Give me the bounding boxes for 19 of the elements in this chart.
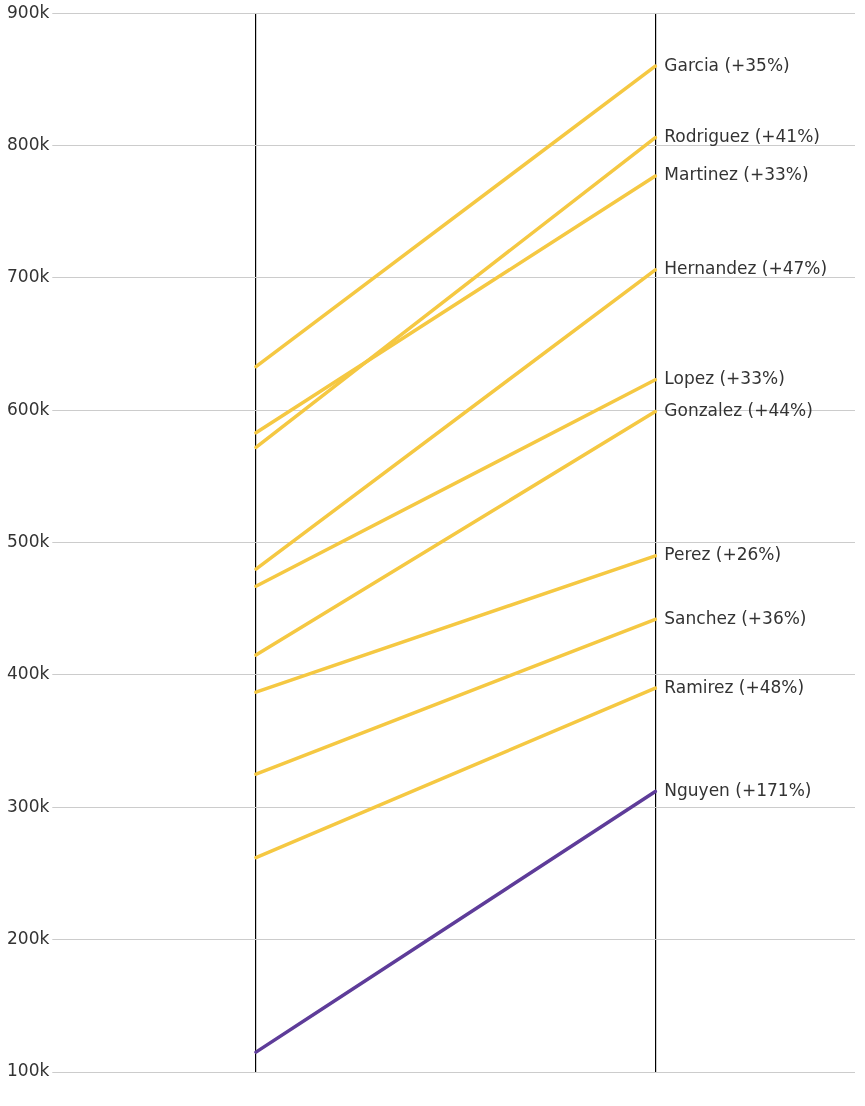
y-tick-label: 100k bbox=[7, 1060, 50, 1081]
series-label: Lopez (+33%) bbox=[664, 368, 785, 389]
y-tick-label: 700k bbox=[7, 266, 50, 287]
y-tick-label: 800k bbox=[7, 133, 50, 154]
y-tick-label: 600k bbox=[7, 398, 50, 419]
series-label: Hernandez (+47%) bbox=[664, 258, 828, 279]
y-tick-label: 900k bbox=[7, 1, 50, 22]
y-tick-label: 500k bbox=[7, 531, 50, 552]
series-label: Garcia (+35%) bbox=[664, 54, 790, 75]
series-label: Gonzalez (+44%) bbox=[664, 400, 813, 420]
series-label: Sanchez (+36%) bbox=[664, 607, 807, 628]
series-label: Rodriguez (+41%) bbox=[664, 126, 820, 147]
series-label: Perez (+26%) bbox=[664, 544, 782, 565]
series-label: Nguyen (+171%) bbox=[664, 779, 812, 800]
y-tick-label: 400k bbox=[7, 663, 50, 684]
y-tick-label: 300k bbox=[7, 795, 50, 816]
series-label: Ramirez (+48%) bbox=[664, 676, 805, 697]
y-tick-label: 200k bbox=[7, 928, 50, 949]
series-label: Martinez (+33%) bbox=[664, 164, 809, 185]
